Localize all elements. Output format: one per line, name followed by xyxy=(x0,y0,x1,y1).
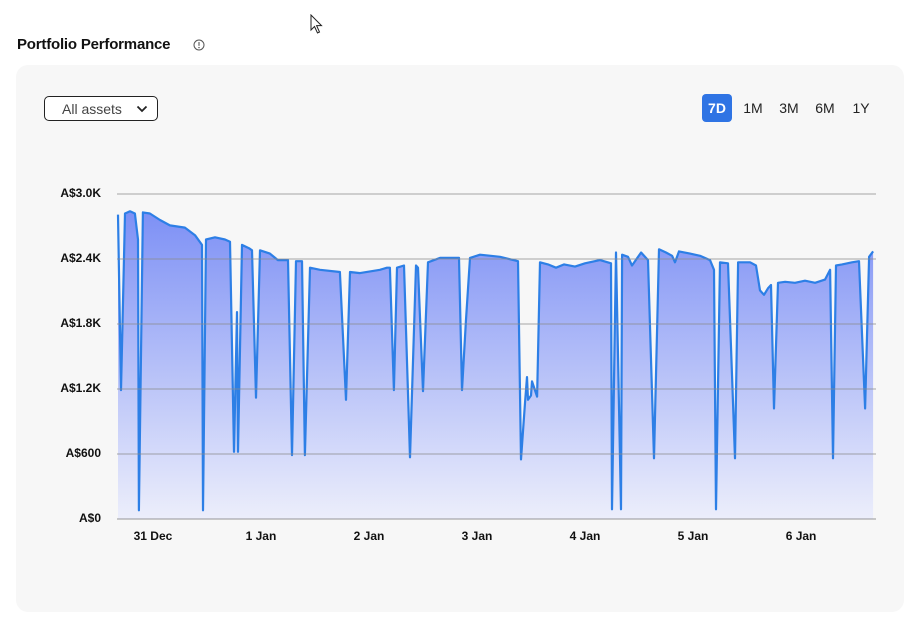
y-tick-label: A$1.2K xyxy=(60,381,101,395)
chevron xyxy=(136,105,148,113)
y-tick-label: A$2.4K xyxy=(60,251,101,265)
asset-dropdown[interactable]: All assets xyxy=(44,96,158,121)
series-line xyxy=(116,210,874,512)
x-tick-label: 5 Jan xyxy=(678,529,709,543)
range-button[interactable]: 3M xyxy=(779,100,799,116)
info-icon[interactable] xyxy=(193,39,205,51)
mouse-cursor xyxy=(310,14,323,34)
x-tick-label: 31 Dec xyxy=(134,529,173,543)
page-title: Portfolio Performance xyxy=(17,36,171,53)
y-tick-label: A$1.8K xyxy=(60,316,101,330)
x-tick-label: 1 Jan xyxy=(246,529,277,543)
x-tick-label: 3 Jan xyxy=(462,529,493,543)
dropdown-label: All assets xyxy=(62,101,122,117)
range-button[interactable]: 1M xyxy=(743,100,763,116)
range-selector: 7D 1M 3M 6M 1Y xyxy=(702,94,876,122)
range-button[interactable]: 7D xyxy=(702,94,732,122)
range-button[interactable]: 6M xyxy=(815,100,835,116)
area-fill xyxy=(118,211,874,520)
x-tick-label: 4 Jan xyxy=(570,529,601,543)
y-tick-label: A$600 xyxy=(66,446,102,460)
range-button[interactable]: 1Y xyxy=(852,100,870,116)
y-tick-label: A$0 xyxy=(79,511,101,525)
y-tick-label: A$3.0K xyxy=(60,186,101,200)
x-tick-label: 6 Jan xyxy=(786,529,817,543)
x-tick-label: 2 Jan xyxy=(354,529,385,543)
